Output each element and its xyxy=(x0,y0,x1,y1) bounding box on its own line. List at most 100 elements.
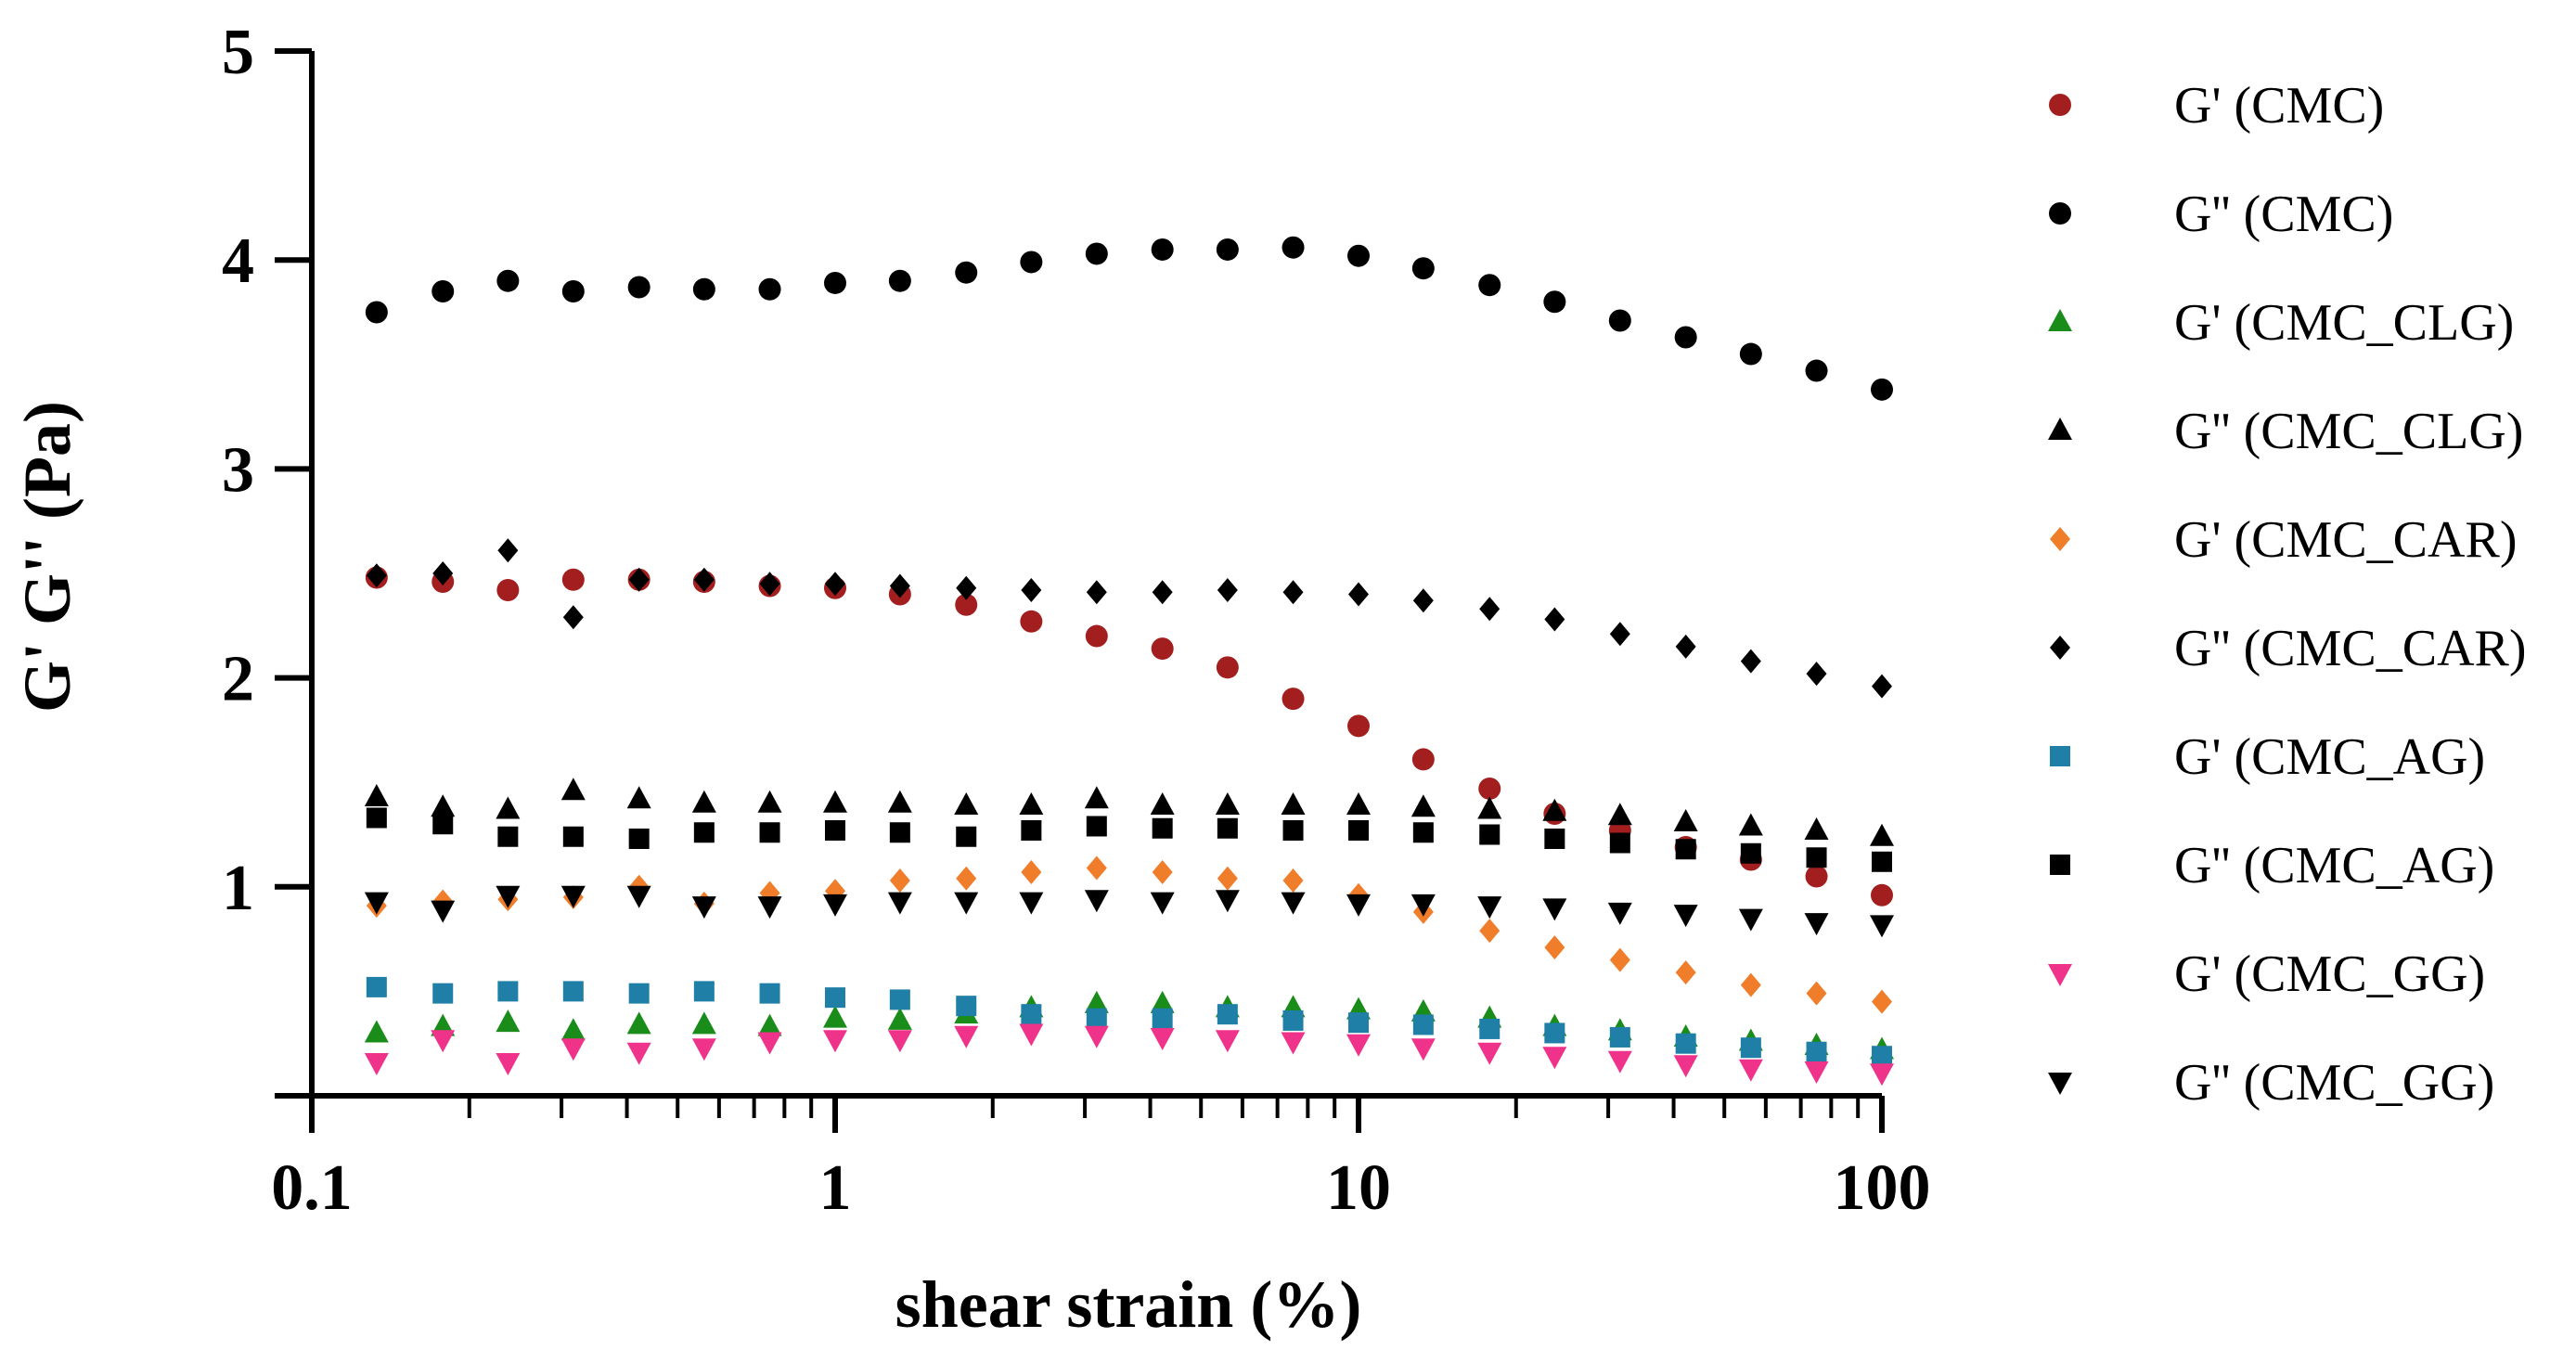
data-point xyxy=(887,892,912,915)
series-3 xyxy=(364,778,1894,846)
data-point xyxy=(1086,580,1107,605)
data-point xyxy=(1084,990,1109,1013)
data-point xyxy=(1282,688,1305,711)
legend-marker xyxy=(2049,202,2071,225)
data-point xyxy=(1477,796,1502,819)
data-point xyxy=(431,794,456,817)
series-0 xyxy=(365,566,1893,907)
data-point xyxy=(691,1011,716,1035)
data-point xyxy=(1740,842,1761,864)
data-point xyxy=(887,1007,912,1030)
data-point xyxy=(1544,1022,1565,1044)
legend-marker xyxy=(2048,309,2072,331)
data-point xyxy=(626,786,651,809)
data-point xyxy=(1019,892,1044,915)
data-point xyxy=(1479,597,1501,622)
data-point xyxy=(1084,786,1109,809)
data-point xyxy=(1477,1042,1502,1065)
data-point xyxy=(954,892,979,915)
data-point xyxy=(496,579,520,602)
data-point xyxy=(759,572,780,597)
x-axis-title: shear strain (%) xyxy=(895,1267,1362,1342)
data-point xyxy=(1542,898,1567,921)
data-point xyxy=(1675,1033,1696,1054)
data-point xyxy=(1870,823,1894,846)
data-point xyxy=(1152,817,1173,839)
data-point xyxy=(1150,990,1175,1013)
data-point xyxy=(366,976,387,997)
data-point xyxy=(1806,1041,1827,1062)
legend-marker xyxy=(2049,94,2071,116)
data-point xyxy=(1740,649,1761,674)
legend-marker xyxy=(2048,1073,2072,1095)
data-point xyxy=(825,572,845,597)
data-point xyxy=(1872,989,1892,1014)
data-point xyxy=(496,796,521,819)
data-point xyxy=(1282,236,1305,259)
axes xyxy=(275,48,1885,1133)
data-point xyxy=(1217,866,1238,891)
data-point xyxy=(1412,1014,1434,1035)
series-5 xyxy=(366,538,1892,699)
data-point xyxy=(1806,981,1827,1006)
legend-marker xyxy=(2050,527,2070,551)
series-2 xyxy=(364,990,1894,1060)
data-point xyxy=(693,822,715,843)
data-point xyxy=(497,538,519,563)
legend-marker xyxy=(2048,964,2072,986)
data-point xyxy=(1019,791,1044,815)
data-point xyxy=(1086,1008,1107,1029)
legend-label: G'' (CMC) xyxy=(2174,186,2393,243)
data-point xyxy=(956,866,977,891)
data-point xyxy=(889,868,910,894)
data-point xyxy=(364,1052,389,1075)
data-point xyxy=(1806,847,1827,868)
data-point xyxy=(1281,892,1306,915)
x-tick-label: 0.1 xyxy=(271,1152,353,1224)
data-point xyxy=(1412,822,1434,843)
legend-label: G'' (CMC_CAR) xyxy=(2174,620,2527,677)
data-point xyxy=(561,279,585,302)
legend-marker xyxy=(2050,855,2070,875)
data-point xyxy=(824,271,846,294)
data-point xyxy=(1542,798,1567,821)
data-point xyxy=(1738,1059,1763,1082)
legend-marker xyxy=(2048,418,2072,440)
data-point xyxy=(627,276,650,299)
data-point xyxy=(560,885,586,908)
data-point xyxy=(431,1030,456,1053)
data-point xyxy=(1479,919,1501,944)
data-point xyxy=(1673,1055,1698,1078)
x-tick-label: 100 xyxy=(1834,1152,1931,1224)
data-point xyxy=(1347,714,1370,738)
data-point xyxy=(1740,1037,1761,1059)
data-point xyxy=(955,593,978,616)
data-point xyxy=(1410,894,1436,917)
series-6 xyxy=(366,976,1892,1067)
data-point xyxy=(1738,813,1763,836)
data-point xyxy=(1410,1038,1436,1061)
data-point xyxy=(1346,1034,1371,1057)
series-8 xyxy=(364,1023,1894,1087)
x-tick-label: 10 xyxy=(1326,1152,1391,1224)
data-point xyxy=(1412,588,1434,613)
data-point xyxy=(1478,777,1501,800)
data-point xyxy=(432,561,454,585)
data-point xyxy=(1673,808,1698,831)
series-1 xyxy=(365,236,1893,401)
data-point xyxy=(1282,580,1304,605)
legend-label: G' (CMC_CLG) xyxy=(2174,294,2514,352)
data-point xyxy=(497,981,519,1002)
data-point xyxy=(954,791,979,815)
data-point xyxy=(432,983,454,1004)
data-point xyxy=(887,1030,912,1053)
data-point xyxy=(1544,935,1565,960)
data-point xyxy=(1020,251,1043,274)
data-point xyxy=(562,605,584,630)
data-point xyxy=(1870,1063,1894,1087)
data-point xyxy=(560,1018,586,1041)
data-point xyxy=(1607,803,1632,826)
data-point xyxy=(1870,915,1894,938)
data-point xyxy=(560,778,586,801)
